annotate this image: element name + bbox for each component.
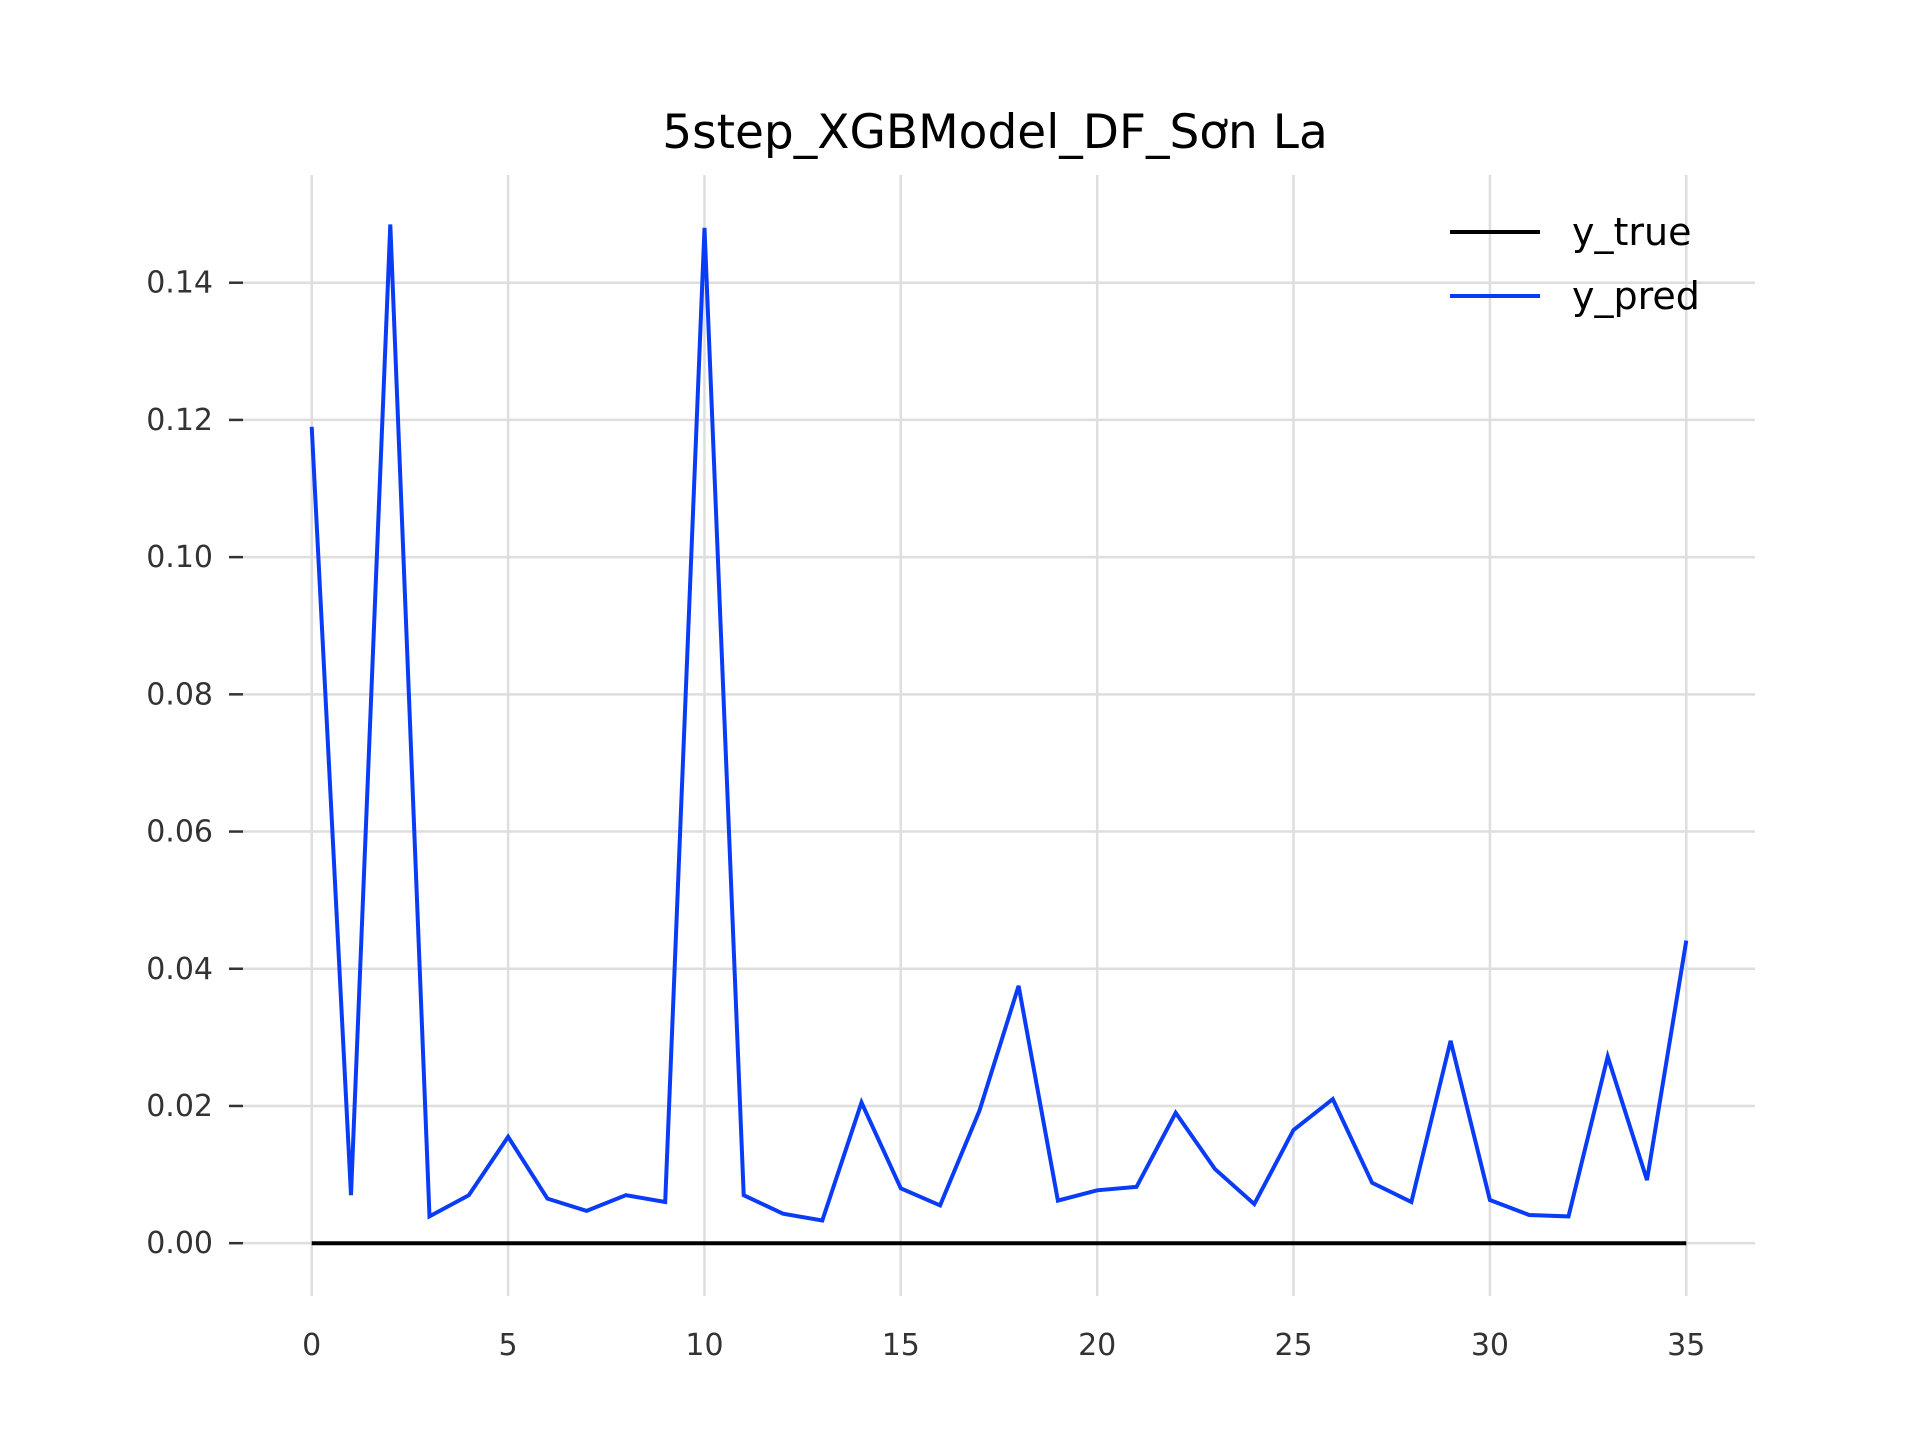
x-tick-label: 5 bbox=[499, 1328, 518, 1363]
y-tick-label: 0.10 bbox=[146, 540, 213, 575]
x-tick-label: 0 bbox=[302, 1328, 321, 1363]
x-tick-label: 30 bbox=[1471, 1328, 1509, 1363]
x-tick-label: 10 bbox=[685, 1328, 723, 1363]
legend-label-y-true: y_true bbox=[1572, 210, 1691, 254]
series-lines bbox=[309, 224, 1689, 1246]
y-tick-label: 0.12 bbox=[146, 403, 213, 438]
x-tick-label: 20 bbox=[1078, 1328, 1116, 1363]
y-tick-label: 0.04 bbox=[146, 952, 213, 987]
x-tick-label: 15 bbox=[882, 1328, 920, 1363]
chart-title: 5step_XGBModel_DF_Sơn La bbox=[662, 105, 1328, 160]
y-tick-label: 0.02 bbox=[146, 1089, 213, 1124]
x-tick-label: 25 bbox=[1274, 1328, 1312, 1363]
axis-ticks: 0 5 10 15 20 25 30 35 0.00 0.02 0.04 0.06 0.08 0.10 0.… bbox=[146, 266, 1705, 1363]
y-tick-label: 0.14 bbox=[146, 266, 213, 301]
legend: y_true y_pred bbox=[1450, 210, 1700, 318]
legend-label-y-pred: y_pred bbox=[1572, 274, 1700, 318]
series-line-y-pred bbox=[309, 224, 1689, 1223]
y-tick-label: 0.06 bbox=[146, 815, 213, 850]
grid bbox=[243, 175, 1755, 1296]
x-tick-label: 35 bbox=[1667, 1328, 1705, 1363]
y-tick-label: 0.00 bbox=[146, 1226, 213, 1261]
y-tick-label: 0.08 bbox=[146, 677, 213, 712]
